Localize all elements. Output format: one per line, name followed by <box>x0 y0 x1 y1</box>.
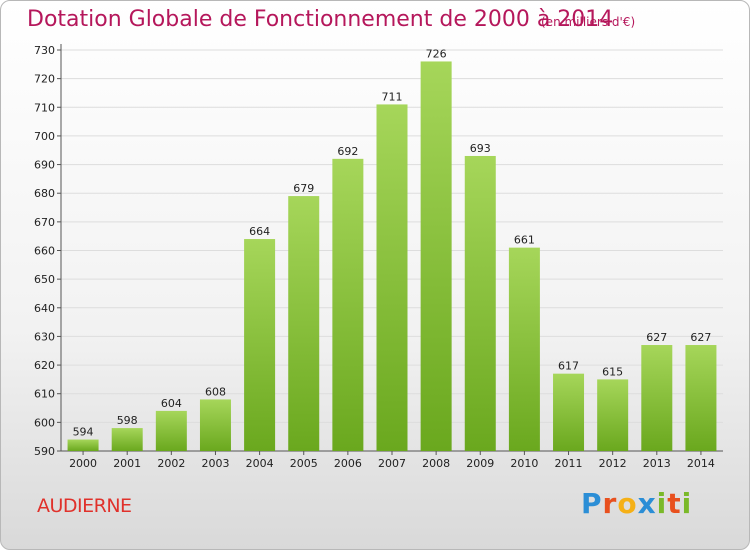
x-tick-label: 2011 <box>555 457 583 470</box>
x-tick-label: 2014 <box>687 457 715 470</box>
proxiti-logo[interactable]: Proxiti <box>581 487 692 520</box>
data-label: 692 <box>337 145 358 158</box>
data-label: 711 <box>382 90 403 103</box>
y-tick-label: 670 <box>34 216 55 229</box>
data-label: 627 <box>646 331 667 344</box>
y-tick-label: 720 <box>34 73 55 86</box>
bar-2013 <box>641 345 673 451</box>
x-tick-label: 2008 <box>422 457 450 470</box>
bar-2004 <box>244 239 276 451</box>
data-label: 627 <box>690 331 711 344</box>
bar-2007 <box>376 104 408 452</box>
data-label: 598 <box>117 414 138 427</box>
bar-2012 <box>597 379 629 451</box>
x-tick-label: 2010 <box>510 457 538 470</box>
data-label: 664 <box>249 225 270 238</box>
y-tick-label: 650 <box>34 273 55 286</box>
bar-2008 <box>420 61 452 451</box>
data-label: 615 <box>602 365 623 378</box>
commune-name: AUDIERNE <box>37 495 132 517</box>
logo-letter: t <box>667 487 682 520</box>
y-tick-label: 730 <box>34 44 55 57</box>
labels: 590 600 610 620 630 640 650 660 670 680 690 700 710 7… <box>34 44 715 470</box>
y-tick-label: 700 <box>34 130 55 143</box>
data-label: 726 <box>426 47 447 60</box>
bar-2000 <box>67 439 99 451</box>
x-tick-label: 2007 <box>378 457 406 470</box>
y-tick-label: 680 <box>34 187 55 200</box>
x-tick-label: 2013 <box>643 457 671 470</box>
logo-letter: r <box>602 487 618 520</box>
x-tick-label: 2012 <box>599 457 627 470</box>
bar-2003 <box>199 399 231 451</box>
bar-2005 <box>288 196 320 451</box>
logo-letter: i <box>681 487 693 520</box>
x-tick-label: 2001 <box>113 457 141 470</box>
data-label: 594 <box>73 426 94 439</box>
data-label: 617 <box>558 360 579 373</box>
data-label: 693 <box>470 142 491 155</box>
bar-2001 <box>111 428 143 451</box>
bar-2010 <box>508 247 540 451</box>
bar-2014 <box>685 345 717 451</box>
logo-letter: o <box>617 487 638 520</box>
x-tick-label: 2009 <box>466 457 494 470</box>
bars <box>67 61 717 452</box>
logo-letter: P <box>581 487 603 520</box>
x-tick-label: 2003 <box>201 457 229 470</box>
y-tick-label: 590 <box>34 445 55 458</box>
bar-2011 <box>553 373 585 451</box>
y-tick-label: 610 <box>34 388 55 401</box>
chart-title: Dotation Globale de Fonctionnement de 20… <box>27 7 614 32</box>
data-label: 661 <box>514 234 535 247</box>
data-label: 604 <box>161 397 182 410</box>
data-label: 608 <box>205 385 226 398</box>
data-label: 679 <box>293 182 314 195</box>
x-tick-label: 2002 <box>157 457 185 470</box>
x-tick-label: 2005 <box>290 457 318 470</box>
y-tick-label: 660 <box>34 245 55 258</box>
x-tick-label: 2006 <box>334 457 362 470</box>
x-tick-label: 2000 <box>69 457 97 470</box>
bar-2002 <box>155 410 187 451</box>
logo-letter: x <box>637 487 657 520</box>
bar-2006 <box>332 158 364 452</box>
y-tick-label: 710 <box>34 101 55 114</box>
bar-2009 <box>464 155 496 451</box>
y-tick-label: 620 <box>34 359 55 372</box>
y-tick-label: 600 <box>34 416 55 429</box>
x-tick-label: 2004 <box>246 457 274 470</box>
y-tick-label: 640 <box>34 302 55 315</box>
logo-letter: i <box>656 487 668 520</box>
y-tick-label: 630 <box>34 330 55 343</box>
chart-subtitle: (en milliers d'€) <box>541 15 636 29</box>
y-tick-label: 690 <box>34 159 55 172</box>
